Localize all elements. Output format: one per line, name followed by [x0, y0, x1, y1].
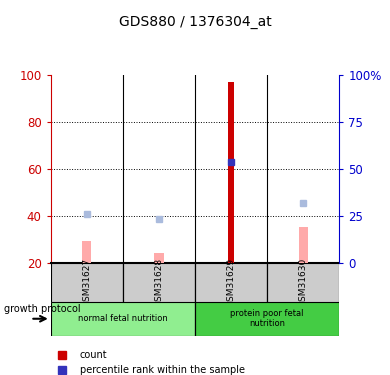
Text: GSM31629: GSM31629: [227, 258, 236, 307]
Text: protein poor fetal
nutrition: protein poor fetal nutrition: [230, 309, 304, 328]
Bar: [51, 262, 123, 302]
Text: GSM31627: GSM31627: [82, 258, 91, 307]
Bar: [195, 302, 339, 336]
Bar: [195, 262, 267, 302]
Text: normal fetal nutrition: normal fetal nutrition: [78, 314, 168, 323]
Text: GSM31628: GSM31628: [154, 258, 163, 307]
Bar: [123, 262, 195, 302]
Text: growth protocol: growth protocol: [4, 304, 80, 314]
Text: GSM31630: GSM31630: [299, 258, 308, 307]
Bar: [228, 82, 234, 262]
Text: count: count: [80, 350, 107, 360]
Bar: [51, 302, 195, 336]
Text: GDS880 / 1376304_at: GDS880 / 1376304_at: [119, 15, 271, 29]
Text: percentile rank within the sample: percentile rank within the sample: [80, 365, 245, 375]
Bar: [82, 242, 92, 262]
Bar: [298, 227, 308, 262]
Bar: [154, 253, 164, 262]
Bar: [267, 262, 339, 302]
